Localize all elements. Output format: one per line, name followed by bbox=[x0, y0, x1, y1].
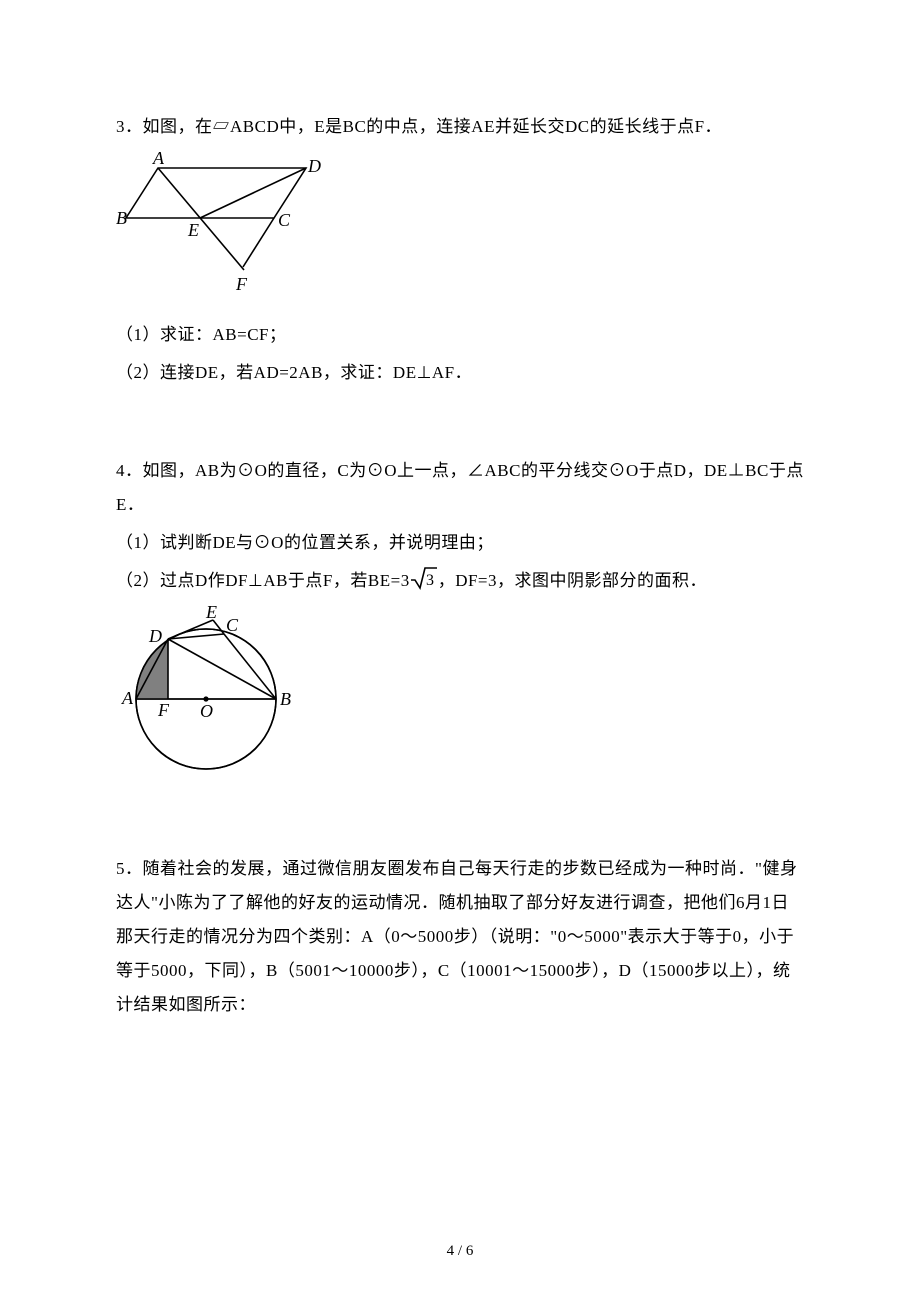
q4-label-B: B bbox=[280, 689, 291, 709]
q4-sub2-prefix: （2）过点D作DF⊥AB于点F，若BE=3 bbox=[116, 571, 410, 590]
q4-stem: 4．如图，AB为⊙O的直径，C为⊙O上一点，∠ABC的平分线交⊙O于点D，DE⊥… bbox=[116, 454, 804, 522]
q4-sub2: （2）过点D作DF⊥AB于点F，若BE=3 3，DF=3，求图中阴影部分的面积． bbox=[116, 564, 804, 598]
q3-stem: 3．如图，在▱ABCD中，E是BC的中点，连接AE并延长交DC的延长线于点F． bbox=[116, 110, 804, 144]
q3-text: 如图，在▱ABCD中，E是BC的中点，连接AE并延长交DC的延长线于点F． bbox=[143, 117, 723, 136]
q3-label-E: E bbox=[187, 220, 199, 240]
q3-figure: A D B C E F bbox=[116, 150, 804, 310]
q5-stem: 5．随着社会的发展，通过微信朋友圈发布自己每天行走的步数已经成为一种时尚．"健身… bbox=[116, 852, 804, 1022]
page: 3．如图，在▱ABCD中，E是BC的中点，连接AE并延长交DC的延长线于点F． … bbox=[0, 0, 920, 1302]
q4-label-O: O bbox=[200, 701, 213, 721]
spacer bbox=[116, 792, 804, 852]
q4-label-F: F bbox=[157, 700, 170, 720]
q3-label-A: A bbox=[152, 150, 165, 168]
q4-label-C: C bbox=[226, 615, 239, 635]
q3-label-F: F bbox=[235, 274, 248, 294]
q4-figure: A B C D E F O bbox=[116, 604, 804, 784]
q3-label-B: B bbox=[116, 208, 127, 228]
page-number: 4 / 6 bbox=[0, 1243, 920, 1260]
q3-number: 3． bbox=[116, 117, 143, 136]
q4-sub1: （1）试判断DE与⊙O的位置关系，并说明理由； bbox=[116, 526, 804, 560]
q3-sub2: （2）连接DE，若AD=2AB，求证：DE⊥AF． bbox=[116, 356, 804, 390]
q3-label-C: C bbox=[278, 210, 291, 230]
q4-label-D: D bbox=[148, 626, 162, 646]
q4-text: 如图，AB为⊙O的直径，C为⊙O上一点，∠ABC的平分线交⊙O于点D，DE⊥BC… bbox=[116, 461, 804, 514]
sqrt-icon: 3 bbox=[410, 566, 438, 590]
q4-label-A: A bbox=[121, 688, 134, 708]
spacer bbox=[116, 394, 804, 454]
q4-label-E: E bbox=[205, 604, 217, 622]
q5-number: 5． bbox=[116, 859, 143, 878]
q4-number: 4． bbox=[116, 461, 143, 480]
sqrt-radicand: 3 bbox=[426, 572, 435, 589]
q4-sub2-suffix: ，DF=3，求图中阴影部分的面积． bbox=[438, 571, 707, 590]
q3-label-D: D bbox=[307, 156, 321, 176]
q3-sub1: （1）求证：AB=CF； bbox=[116, 318, 804, 352]
q5-text: 随着社会的发展，通过微信朋友圈发布自己每天行走的步数已经成为一种时尚．"健身达人… bbox=[116, 859, 797, 1014]
